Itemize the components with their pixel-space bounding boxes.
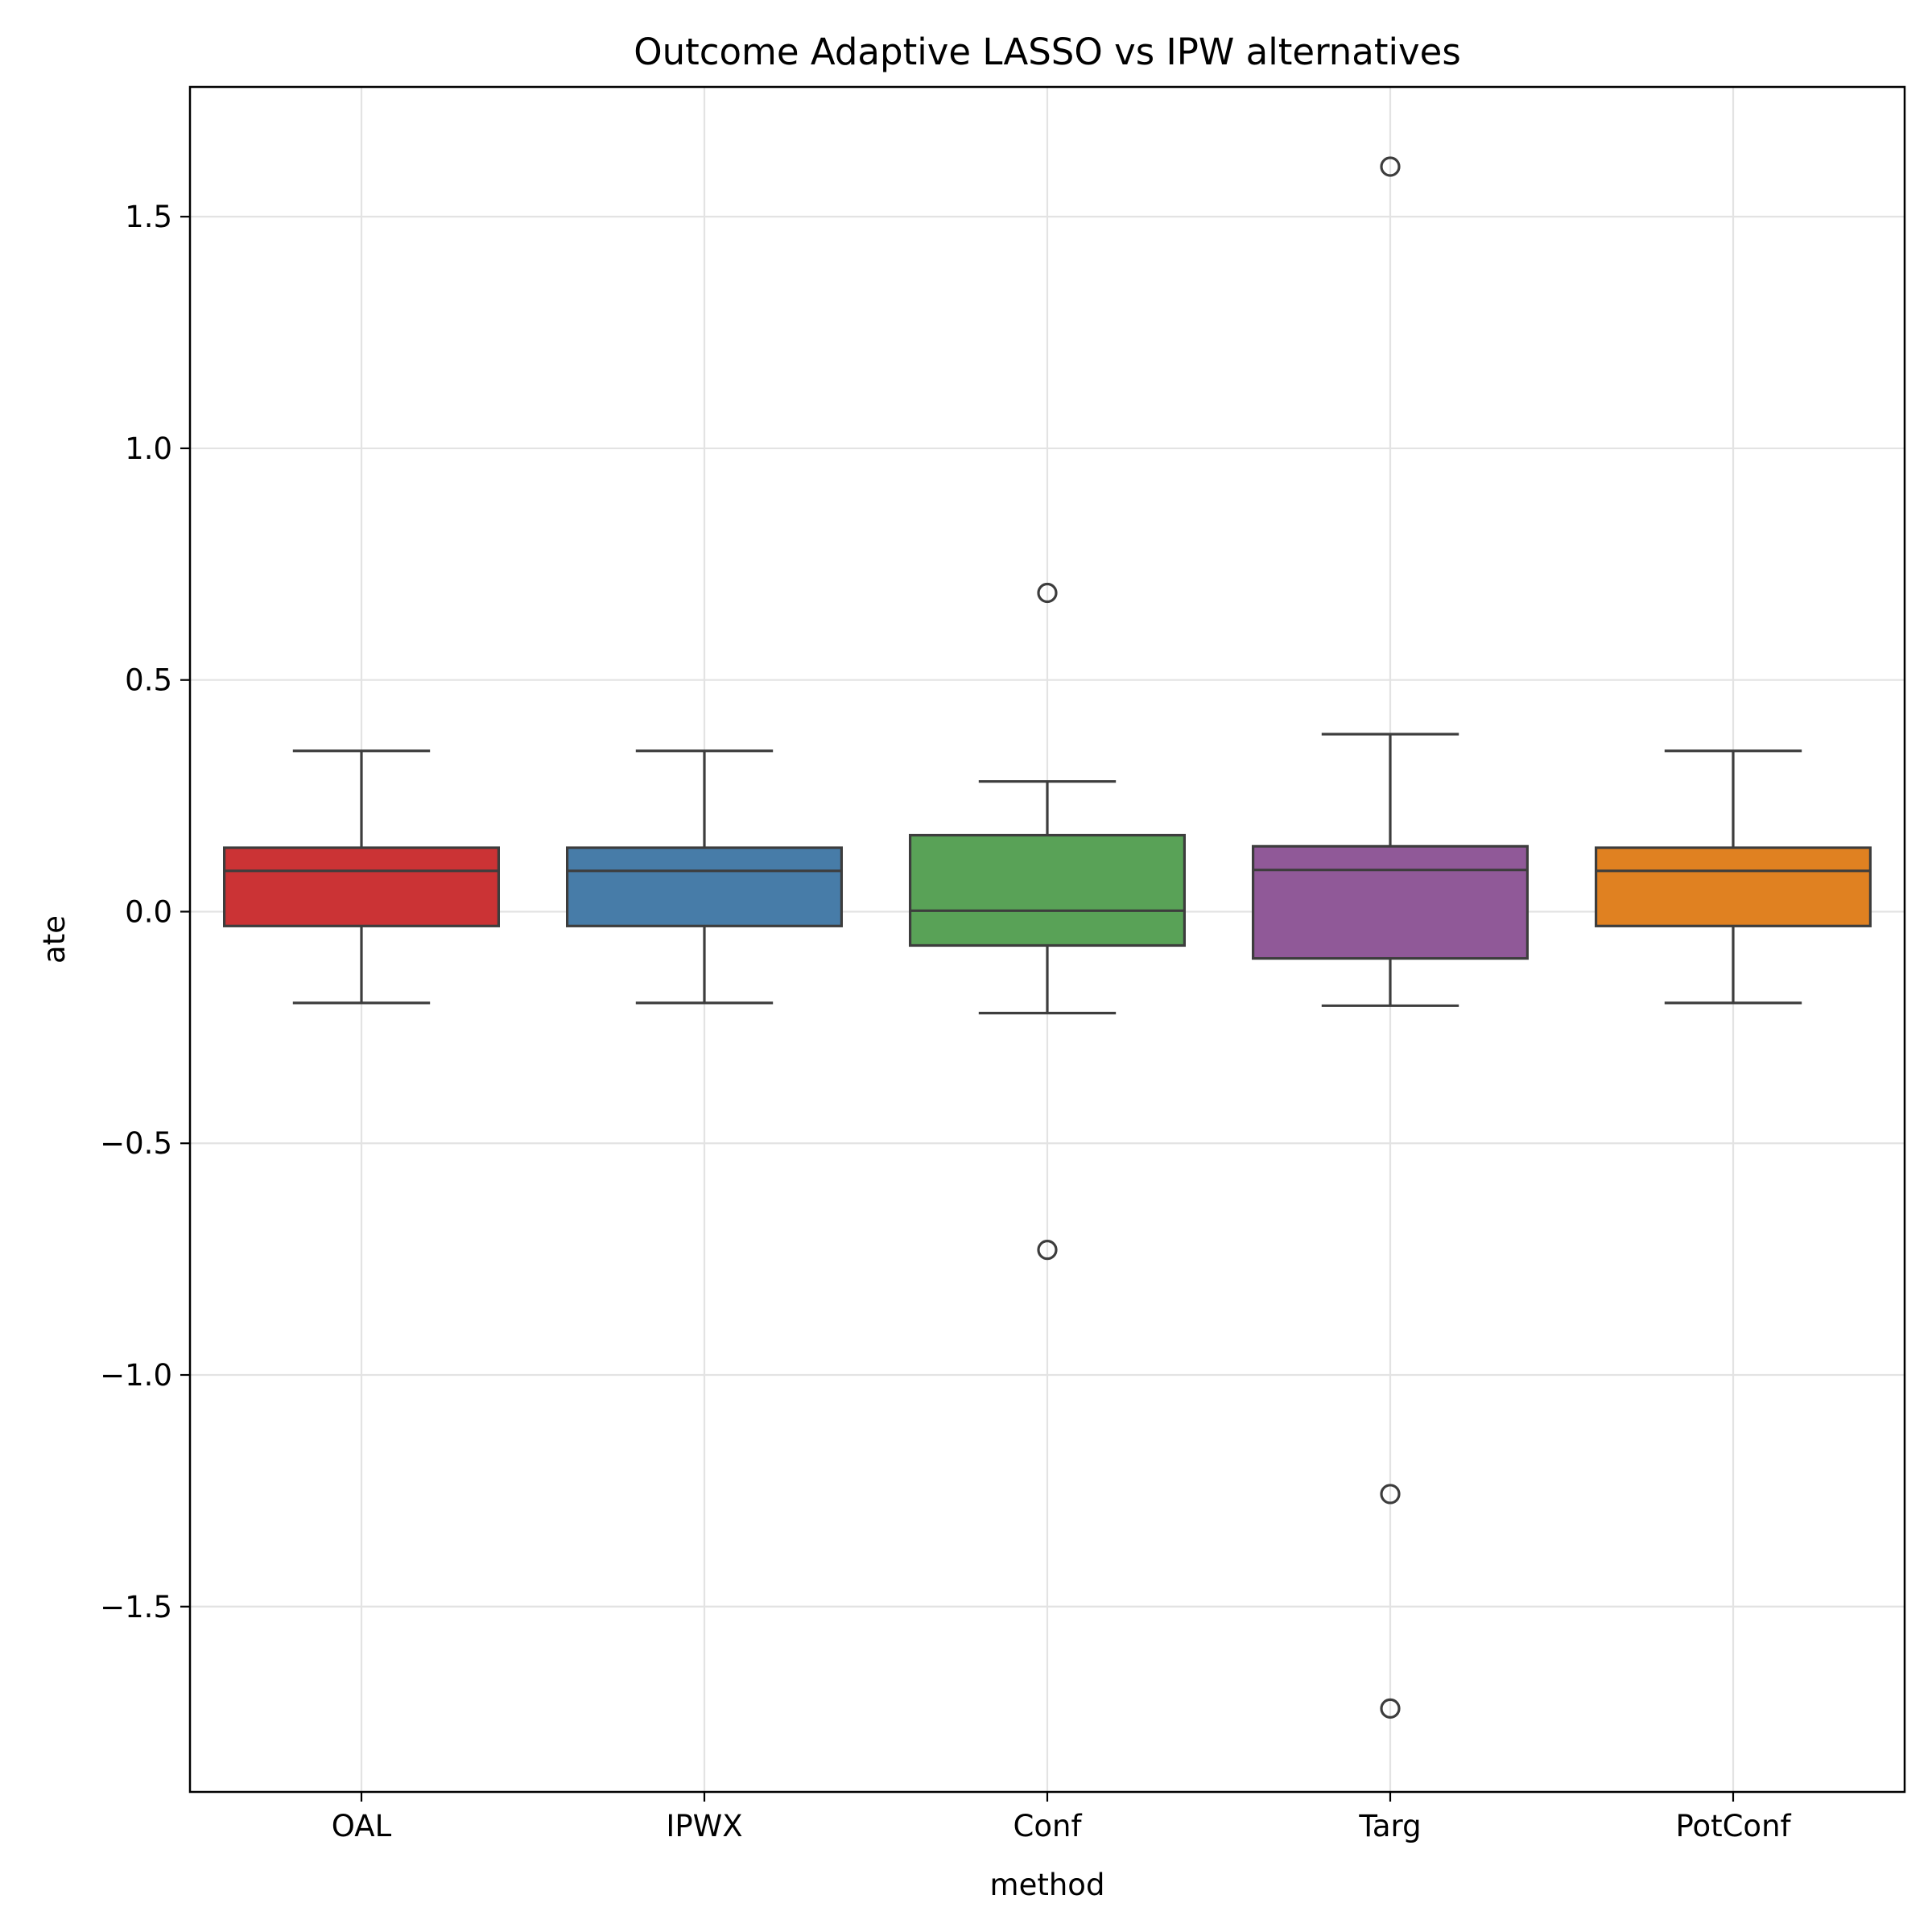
outlier-point — [1380, 1698, 1401, 1719]
box-targ — [1251, 156, 1529, 1719]
x-tick-label: IPWX — [666, 1809, 742, 1843]
chart-title: Outcome Adaptive LASSO vs IPW alternativ… — [634, 31, 1461, 73]
x-tick-label: Conf — [1013, 1809, 1083, 1843]
box-conf — [908, 582, 1186, 1261]
box-potconf — [1594, 749, 1872, 1005]
y-tick-label: 0.5 — [125, 663, 172, 698]
outlier-point — [1037, 582, 1058, 604]
y-tick-label: 1.5 — [125, 200, 172, 234]
iqr-box — [908, 833, 1186, 947]
outlier-point — [1037, 1240, 1058, 1261]
y-tick-label: −0.5 — [100, 1126, 172, 1161]
iqr-box — [223, 846, 500, 927]
iqr-box — [1251, 844, 1529, 960]
y-tick-label: 1.0 — [125, 431, 172, 466]
boxes — [223, 156, 1872, 1719]
y-axis-label: ate — [37, 915, 72, 964]
x-tick-label: Targ — [1358, 1809, 1421, 1843]
outlier-point — [1380, 1484, 1401, 1505]
iqr-box — [565, 846, 843, 927]
y-tick-label: −1.0 — [100, 1358, 172, 1393]
y-tick-label: −1.5 — [100, 1590, 172, 1624]
x-tick-label: OAL — [332, 1809, 392, 1843]
y-tick-label: 0.0 — [125, 894, 172, 929]
x-axis-label: method — [990, 1868, 1105, 1902]
x-tick-label: PotConf — [1675, 1809, 1791, 1843]
box-oal — [223, 749, 500, 1005]
ticks: −1.5 −1.0 −0.5 0.0 0.5 1.0 1.5 OAL IPWX Conf Targ P… — [100, 200, 1791, 1843]
iqr-box — [1594, 846, 1872, 927]
outlier-point — [1380, 156, 1401, 177]
box-ipwx — [565, 749, 843, 1005]
